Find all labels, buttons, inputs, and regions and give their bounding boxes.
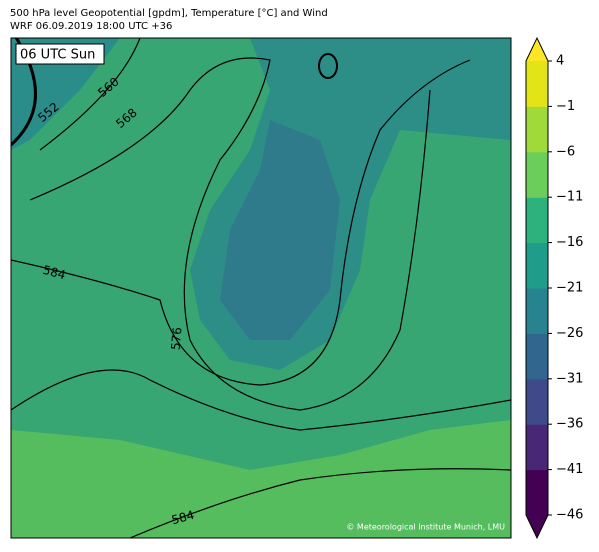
colorbar-band: [526, 424, 548, 471]
colorbar-tick-label: −41: [556, 462, 583, 477]
colorbar-tick-label: −21: [556, 281, 583, 296]
colorbar-tick-label: −46: [556, 508, 583, 523]
contour: [318, 53, 338, 79]
colorbar-band: [526, 106, 548, 153]
colorbar-band: [526, 242, 548, 289]
colorbar-band: [526, 288, 548, 334]
cold-region: [11, 38, 120, 150]
colorbar-band: [526, 151, 548, 198]
colorbar-band: [526, 378, 548, 425]
colorbar-under: [526, 515, 548, 538]
colorbar-over: [526, 38, 548, 61]
contour-label: 584: [41, 263, 67, 282]
colorbar-band: [526, 333, 548, 380]
contour: [29, 57, 431, 411]
credit: © Meteorological Institute Munich, LMU: [346, 523, 505, 532]
colorbar-tick-label: −26: [556, 326, 583, 341]
trough-core: [220, 120, 340, 340]
time-label: 06 UTC Sun: [20, 48, 95, 63]
colorbar-tick-label: −36: [556, 417, 583, 432]
colorbar-tick-label: 4: [556, 54, 564, 69]
colorbar: 4 −1 −6 −11 −16 −21 −26 −31 −36 −41 −46: [525, 36, 583, 540]
contour: [11, 369, 511, 431]
title: 500 hPa level Geopotential [gpdm], Tempe…: [10, 8, 328, 19]
subtitle: WRF 06.09.2019 18:00 UTC +36: [10, 21, 172, 32]
time-box: [15, 43, 105, 65]
warm-region: [11, 420, 511, 538]
contour: [39, 38, 141, 151]
colorbar-tick-label: −11: [556, 190, 583, 205]
colorbar-tick-label: −6: [556, 144, 575, 159]
colorbar-band: [526, 61, 548, 107]
colorbar-tick-label: −31: [556, 371, 583, 386]
map-frame: [10, 37, 512, 539]
map: 552 560 568 584 576 584 06 UTC Sun © Met…: [11, 38, 511, 538]
colorbar-band: [526, 197, 548, 244]
contour-label: 584: [170, 508, 196, 527]
colorbar-tick-label: −16: [556, 235, 583, 250]
contour: [11, 59, 471, 386]
contour-label: 576: [169, 327, 185, 351]
colorbar-tick-label: −1: [556, 99, 575, 114]
colorbar-band: [526, 469, 548, 516]
contour: [129, 468, 511, 538]
